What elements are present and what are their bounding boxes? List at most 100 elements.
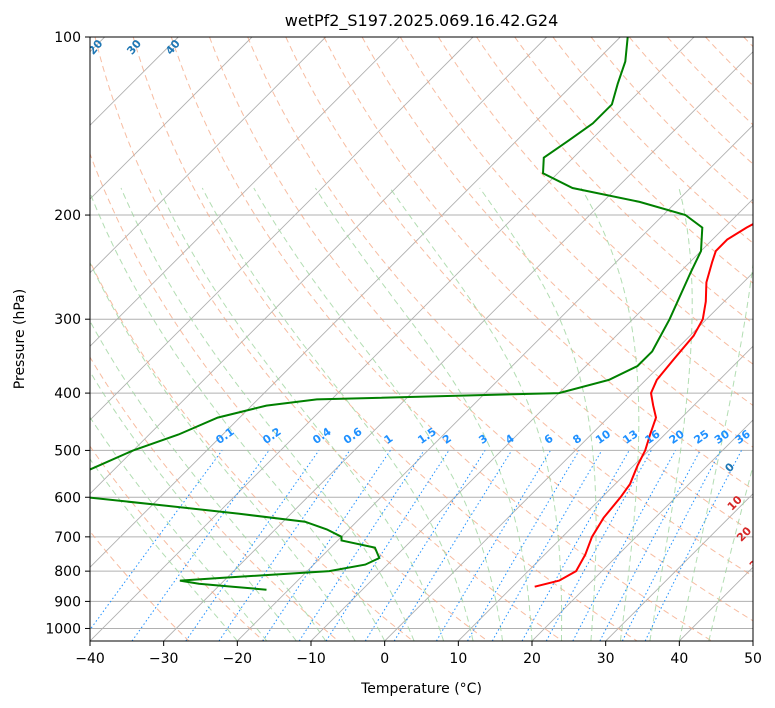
skewed-isotherm [678,566,753,641]
mixing-ratio-line [90,450,223,631]
y-tick-label: 700 [54,530,81,546]
dry-adiabat [170,37,712,641]
dry-adiabat [667,37,753,126]
mixing-ratio-label: 2 [440,432,454,447]
y-tick-label: 900 [54,594,81,610]
mixing-ratio-line [521,450,630,641]
y-tick-label: 1000 [45,621,81,637]
moist-adiabat [253,187,503,641]
dry-adiabat [743,37,753,48]
dry-adiabat-label: 0 [11,40,26,54]
moist-adiabat [201,187,474,641]
mixing-ratio-line [599,450,701,641]
y-axis-label: Pressure (hPa) [12,289,28,389]
mixing-ratio-line [298,450,425,641]
moist-adiabat [90,320,327,641]
mixing-ratio-line [262,450,391,641]
x-tick-label: −10 [296,651,326,667]
mixing-ratio-line [621,450,722,641]
dry-adiabat [285,37,753,534]
skewed-isotherm [236,124,753,641]
dewpoint-profile [90,37,704,591]
mixing-ratio-label: 0.2 [260,425,283,447]
mixing-ratio-label: 16 [643,427,663,447]
dry-adiabat [90,152,488,641]
dry-adiabat [90,445,264,641]
chart-title: wetPf2_S197.2025.069.16.42.G24 [285,11,559,31]
moist-adiabat-label: 0 [722,460,737,475]
mixing-ratio-label: 25 [691,427,711,446]
moist-adiabat [678,260,753,641]
mixing-ratio-line [325,450,450,641]
mixing-ratio-label: 8 [570,432,584,447]
dry-adiabat [90,260,414,641]
moist-adiabat [158,187,445,641]
dry-adiabat-label: 20 [86,37,106,57]
mixing-ratio-line [545,450,652,641]
dry-adiabat [552,37,753,244]
skewed-isotherm [90,37,327,274]
dry-adiabat [399,37,753,407]
moist-adiabat [90,370,297,641]
dry-adiabat-label: 40 [163,37,183,57]
moist-adiabat [90,191,386,641]
dry-adiabat [705,37,753,87]
y-axis-ticks: 100 200 300 400 500 600 700 800 900 1000 [45,30,90,637]
x-tick-label: 10 [449,651,467,667]
plot-area-labels: 0.10.20.40.611.52346810131620253036-100-… [11,37,775,597]
x-axis-label: Temperature (°C) [360,681,482,697]
y-tick-label: 500 [54,443,81,459]
dry-adiabat [590,37,753,205]
skewed-isotherm [90,37,621,568]
moist-adiabat [90,458,238,641]
moist-adiabat [389,187,563,641]
y-tick-label: 200 [54,208,81,224]
mixing-ratio-label: 1 [382,432,396,447]
x-tick-label: 50 [744,651,762,667]
dry-adiabat [437,37,753,365]
temperature-profile [534,222,753,588]
skewed-isotherm [310,198,753,641]
mixing-ratio-label: 13 [620,427,640,446]
x-axis-ticks: −40 −30 −20 −10 0 10 20 30 40 50 [75,641,762,667]
mixing-ratio-line [393,450,513,641]
moist-adiabat [120,187,415,641]
moist-adiabat-label: 40 [762,577,775,597]
dry-adiabat [132,37,638,641]
y-tick-label: 100 [54,30,81,46]
dry-adiabat [90,530,190,641]
moist-adiabat [580,187,640,641]
plot-area-background [90,37,753,641]
moist-adiabat-label: 20 [734,524,754,544]
x-tick-label: 40 [670,651,688,667]
x-tick-label: 20 [523,651,541,667]
mixing-ratio-label: 4 [503,432,517,447]
moist-adiabat [708,464,753,641]
skewed-isotherm [605,493,753,641]
skewed-isotherm [90,37,253,200]
moist-adiabat-label: 10 [725,493,745,513]
y-tick-label: 300 [54,312,81,328]
dry-adiabat [209,37,753,622]
x-tick-label: −20 [223,651,253,667]
x-tick-label: −40 [75,651,105,667]
mixing-ratio-line [644,450,742,641]
x-tick-label: −30 [149,651,179,667]
plot-frame [89,36,754,642]
x-tick-label: 0 [380,651,389,667]
mixing-ratio-label: 6 [542,432,556,447]
skewed-isotherm [90,37,400,347]
skewed-isotherm [752,640,753,641]
x-tick-label: 30 [597,651,615,667]
mixing-ratio-line [185,450,320,641]
mixing-ratio-label: 0.1 [213,425,236,447]
skewed-isotherm [90,37,548,495]
moist-adiabat [314,187,533,641]
skewed-isotherm [384,272,753,641]
mixing-ratio-line [218,450,351,641]
skewed-isotherm [531,419,753,641]
dry-adiabat [90,356,339,641]
mixing-ratio-label: 3 [476,432,490,447]
plot-area-series [90,37,753,591]
